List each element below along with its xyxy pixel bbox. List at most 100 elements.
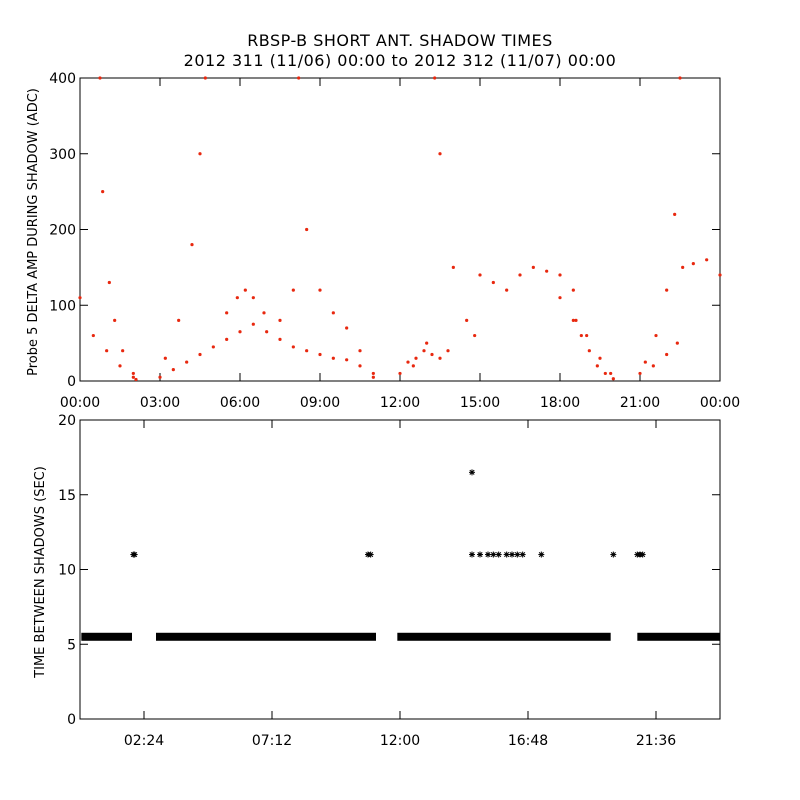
upper-data-point bbox=[598, 356, 602, 360]
upper-data-point bbox=[177, 318, 181, 322]
lower-data-point bbox=[519, 551, 526, 558]
upper-data-point bbox=[305, 227, 309, 232]
upper-data-point bbox=[203, 76, 207, 80]
upper-data-point bbox=[571, 318, 575, 322]
upper-data-point bbox=[430, 352, 434, 357]
upper-data-point bbox=[211, 345, 215, 349]
upper-data-point bbox=[251, 296, 255, 300]
upper-data-point bbox=[574, 318, 578, 322]
upper-data-point bbox=[185, 360, 189, 364]
upper-data-point bbox=[198, 352, 202, 357]
upper-data-point bbox=[691, 261, 695, 266]
lower-data-point bbox=[367, 551, 374, 558]
lower-plot-points bbox=[81, 469, 720, 641]
upper-x-tick-label: 00:00 bbox=[700, 395, 740, 411]
lower-x-tick-label: 02:24 bbox=[124, 733, 164, 749]
upper-plot-frame bbox=[79, 77, 721, 382]
upper-data-point bbox=[545, 269, 549, 273]
upper-data-point bbox=[678, 76, 682, 80]
upper-data-point bbox=[673, 212, 677, 216]
upper-plot-points bbox=[78, 76, 722, 382]
upper-data-point bbox=[491, 280, 495, 285]
upper-y-tick-label: 0 bbox=[67, 374, 76, 390]
upper-data-point bbox=[654, 333, 658, 338]
lower-x-tick-label: 07:12 bbox=[252, 733, 292, 749]
lower-data-point bbox=[469, 469, 475, 476]
upper-data-point bbox=[278, 318, 282, 322]
upper-data-point bbox=[318, 352, 322, 357]
lower-data-point bbox=[610, 551, 617, 558]
lower-data-point bbox=[495, 551, 502, 558]
upper-data-point bbox=[425, 341, 429, 345]
upper-data-point bbox=[438, 356, 442, 360]
upper-data-point bbox=[131, 375, 135, 379]
upper-data-point bbox=[235, 296, 239, 300]
upper-plot: 00:00 03:00 06:00 09:00 12:00 15:00 18:00 21:00… bbox=[26, 71, 740, 411]
upper-data-point bbox=[603, 371, 607, 376]
upper-y-tick-label: 100 bbox=[49, 298, 76, 314]
upper-data-point bbox=[433, 76, 437, 80]
upper-data-point bbox=[131, 371, 135, 376]
lower-data-point bbox=[639, 551, 646, 558]
upper-data-point bbox=[225, 311, 229, 315]
upper-data-point bbox=[609, 371, 613, 376]
upper-data-point bbox=[251, 322, 255, 326]
upper-data-point bbox=[414, 356, 418, 360]
upper-y-tick-label: 200 bbox=[49, 223, 76, 239]
upper-data-point bbox=[358, 349, 362, 353]
upper-data-point bbox=[78, 296, 82, 300]
lower-y-tick-label: 10 bbox=[58, 563, 76, 579]
upper-data-point bbox=[473, 333, 477, 338]
upper-x-tick-label: 21:00 bbox=[620, 395, 660, 411]
upper-x-tick-label: 06:00 bbox=[220, 395, 260, 411]
upper-data-point bbox=[611, 377, 615, 381]
upper-data-point bbox=[225, 337, 229, 341]
upper-data-point bbox=[101, 190, 105, 194]
upper-data-point bbox=[665, 288, 669, 292]
upper-data-point bbox=[121, 349, 125, 353]
upper-data-point bbox=[243, 288, 247, 292]
lower-data-point bbox=[538, 551, 545, 558]
upper-data-point bbox=[651, 364, 655, 368]
upper-data-point bbox=[643, 360, 647, 364]
chart-subtitle: 2012 311 (11/06) 00:00 to 2012 312 (11/0… bbox=[183, 51, 617, 70]
upper-x-tick-label: 15:00 bbox=[460, 395, 500, 411]
upper-y-tick-label: 400 bbox=[49, 71, 76, 87]
upper-data-point bbox=[595, 364, 599, 368]
upper-data-point bbox=[331, 356, 335, 360]
upper-data-point bbox=[278, 337, 282, 341]
lower-data-point bbox=[490, 551, 497, 558]
upper-x-tick-label: 03:00 bbox=[140, 395, 180, 411]
upper-data-point bbox=[107, 280, 111, 285]
lower-dense-segment bbox=[637, 632, 720, 641]
upper-data-point bbox=[163, 356, 167, 360]
upper-data-point bbox=[118, 364, 122, 368]
lower-dense-segment bbox=[156, 632, 376, 641]
upper-data-point bbox=[358, 364, 362, 368]
upper-data-point bbox=[345, 358, 349, 362]
upper-data-point bbox=[305, 349, 309, 353]
upper-data-point bbox=[158, 375, 162, 379]
upper-data-point bbox=[198, 152, 202, 156]
lower-data-point bbox=[509, 551, 515, 558]
upper-data-point bbox=[371, 371, 375, 376]
upper-data-point bbox=[262, 311, 266, 315]
chart-title: RBSP-B SHORT ANT. SHADOW TIMES bbox=[247, 31, 553, 50]
upper-data-point bbox=[238, 330, 242, 334]
upper-data-point bbox=[638, 371, 642, 376]
lower-data-point bbox=[469, 551, 475, 558]
lower-y-tick-label: 5 bbox=[67, 637, 76, 653]
lower-data-point bbox=[514, 551, 521, 558]
upper-data-point bbox=[411, 364, 415, 368]
upper-data-point bbox=[297, 76, 301, 80]
lower-dense-segment bbox=[397, 632, 611, 641]
upper-data-point bbox=[98, 76, 102, 80]
upper-data-point bbox=[371, 375, 375, 379]
upper-x-tick-label: 00:00 bbox=[60, 395, 100, 411]
upper-data-point bbox=[505, 288, 509, 292]
lower-x-tick-label: 16:48 bbox=[508, 733, 548, 749]
upper-data-point bbox=[190, 243, 194, 247]
lower-plot-y-axis-label: TIME BETWEEN SHADOWS (SEC) bbox=[33, 466, 48, 679]
upper-data-point bbox=[291, 345, 295, 349]
